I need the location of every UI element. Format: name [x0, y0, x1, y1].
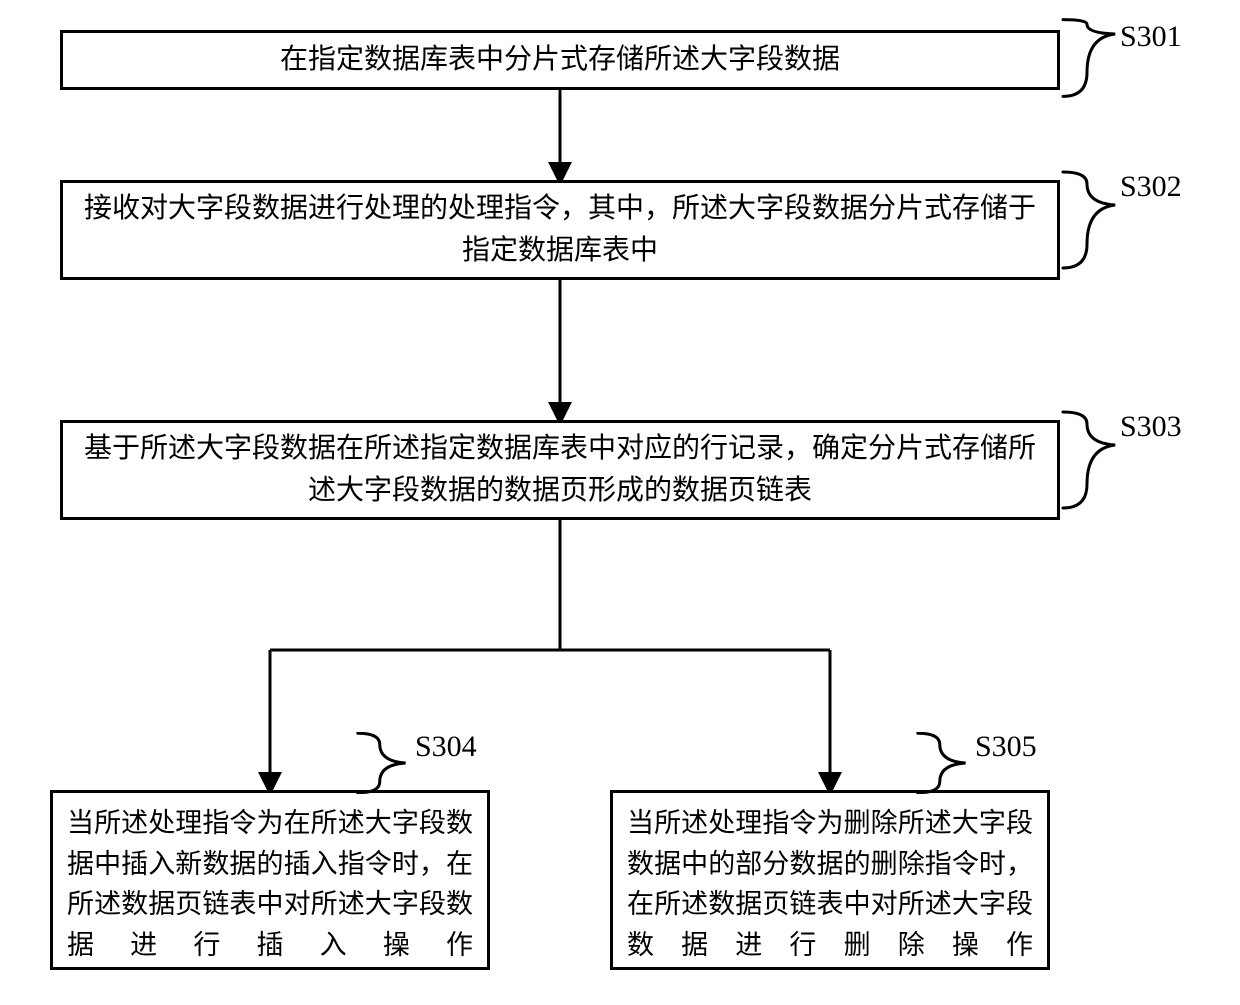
flow-box-s304: 当所述处理指令为在所述大字段数据中插入新数据的插入指令时，在所述数据页链表中对所… — [50, 790, 490, 970]
flow-box-s303: 基于所述大字段数据在所述指定数据库表中对应的行记录，确定分片式存储所述大字段数据… — [60, 420, 1060, 520]
step-label-s304: S304 — [415, 730, 477, 764]
bracket-s302 — [1060, 170, 1120, 270]
flow-box-s301: 在指定数据库表中分片式存储所述大字段数据 — [60, 30, 1060, 90]
flowchart-canvas: 在指定数据库表中分片式存储所述大字段数据 S301 接收对大字段数据进行处理的处理指… — [0, 0, 1240, 1005]
bracket-s305 — [915, 732, 970, 794]
bracket-s304 — [355, 732, 410, 794]
step-label-s301: S301 — [1120, 20, 1182, 54]
flow-box-text: 基于所述大字段数据在所述指定数据库表中对应的行记录，确定分片式存储所述大字段数据… — [73, 428, 1047, 512]
flow-box-s302: 接收对大字段数据进行处理的处理指令，其中，所述大字段数据分片式存储于指定数据库表… — [60, 180, 1060, 280]
step-label-s305: S305 — [975, 730, 1037, 764]
flow-box-text: 在指定数据库表中分片式存储所述大字段数据 — [280, 39, 840, 81]
flow-box-text: 当所述处理指令为在所述大字段数据中插入新数据的插入指令时，在所述数据页链表中对所… — [67, 808, 473, 960]
bracket-s303 — [1060, 410, 1120, 510]
flow-box-text: 当所述处理指令为删除所述大字段数据中的部分数据的删除指令时，在所述数据页链表中对… — [627, 808, 1033, 960]
step-label-s303: S303 — [1120, 410, 1182, 444]
step-label-s302: S302 — [1120, 170, 1182, 204]
bracket-s301 — [1060, 18, 1120, 98]
flow-box-s305: 当所述处理指令为删除所述大字段数据中的部分数据的删除指令时，在所述数据页链表中对… — [610, 790, 1050, 970]
flow-box-text: 接收对大字段数据进行处理的处理指令，其中，所述大字段数据分片式存储于指定数据库表… — [73, 188, 1047, 272]
